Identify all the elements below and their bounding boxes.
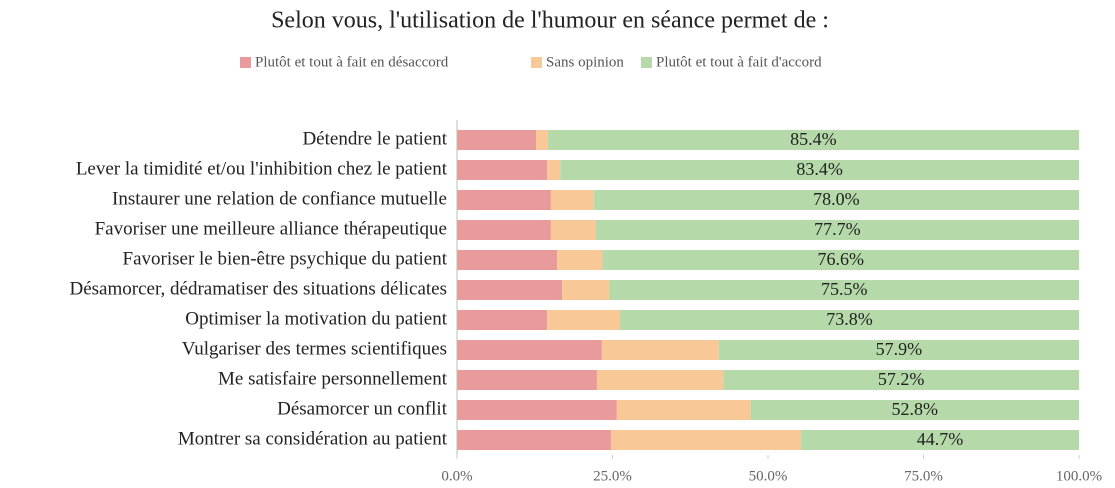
- legend-swatch: [240, 57, 251, 68]
- legend-label: Plutôt et tout à fait en désaccord: [255, 54, 449, 70]
- bar-segment: [457, 370, 597, 390]
- x-tick-label: 50.0%: [749, 468, 788, 484]
- bar-segment: [560, 160, 1079, 180]
- bar-segment: [723, 370, 1079, 390]
- bar-segment: [562, 280, 610, 300]
- bar-segment: [601, 340, 719, 360]
- bar-segment: [457, 130, 536, 150]
- x-tick-label: 0.0%: [441, 468, 472, 484]
- bar-segment: [457, 220, 551, 240]
- category-label: Vulgariser des termes scientifiques: [182, 338, 447, 359]
- x-tick-label: 75.0%: [904, 468, 943, 484]
- legend-swatch: [641, 57, 652, 68]
- x-tick-label: 100.0%: [1056, 468, 1102, 484]
- data-label: 52.8%: [892, 399, 939, 419]
- category-label: Me satisfaire personnellement: [218, 368, 448, 389]
- bar-segment: [550, 220, 596, 240]
- data-label: 57.9%: [876, 339, 923, 359]
- bar-segment: [616, 400, 751, 420]
- data-label: 73.8%: [826, 309, 873, 329]
- bar-segment: [457, 340, 602, 360]
- data-label: 83.4%: [796, 159, 843, 179]
- bar-segment: [602, 250, 1079, 270]
- bar-segment: [535, 130, 548, 150]
- data-label: 78.0%: [813, 189, 860, 209]
- category-label: Favoriser le bien-être psychique du pati…: [123, 248, 448, 269]
- bar-segment: [619, 310, 1079, 330]
- x-tick-label: 25.0%: [593, 468, 632, 484]
- category-label: Détendre le patient: [302, 128, 447, 149]
- legend-label: Plutôt et tout à fait d'accord: [656, 54, 822, 70]
- legend-swatch: [531, 57, 542, 68]
- data-label: 44.7%: [917, 429, 964, 449]
- category-label: Lever la timidité et/ou l'inhibition che…: [76, 158, 448, 179]
- bar-segment: [547, 130, 1079, 150]
- chart-title: Selon vous, l'utilisation de l'humour en…: [271, 8, 829, 34]
- bar-segment: [611, 430, 801, 450]
- bar-segment: [457, 280, 563, 300]
- bar-segment: [595, 220, 1079, 240]
- data-label: 85.4%: [790, 129, 837, 149]
- bar-segment: [457, 250, 558, 270]
- category-label: Instaurer une relation de confiance mutu…: [112, 188, 447, 209]
- bar-segment: [457, 400, 617, 420]
- data-label: 57.2%: [878, 369, 925, 389]
- category-label: Désamorcer, dédramatiser des situations …: [69, 278, 447, 299]
- category-label: Désamorcer un conflit: [277, 398, 448, 419]
- bar-segment: [557, 250, 603, 270]
- bar-segment: [596, 370, 724, 390]
- bar-segment: [547, 310, 620, 330]
- bar-segment: [550, 190, 594, 210]
- bar-segment: [593, 190, 1079, 210]
- category-label: Favoriser une meilleure alliance thérape…: [95, 218, 447, 239]
- legend-label: Sans opinion: [546, 54, 624, 70]
- bar-segment: [718, 340, 1079, 360]
- bar-segment: [547, 160, 561, 180]
- category-label: Montrer sa considération au patient: [178, 428, 448, 449]
- bar-segment: [457, 430, 612, 450]
- data-label: 76.6%: [818, 249, 865, 269]
- bar-segment: [750, 400, 1079, 420]
- data-label: 77.7%: [814, 219, 861, 239]
- bar-segment: [457, 160, 548, 180]
- bar-segment: [457, 190, 551, 210]
- category-label: Optimiser la motivation du patient: [185, 308, 447, 329]
- bar-segment: [800, 430, 1079, 450]
- bar-segment: [457, 310, 548, 330]
- bar-segment: [609, 280, 1079, 300]
- data-label: 75.5%: [821, 279, 868, 299]
